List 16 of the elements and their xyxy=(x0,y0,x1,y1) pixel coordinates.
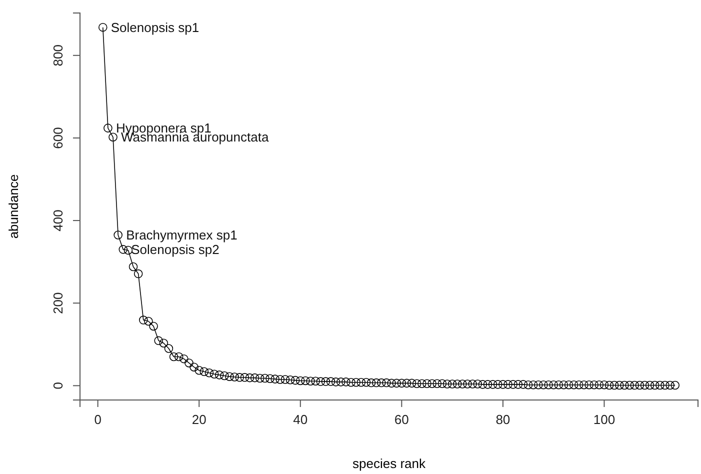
x-tick-label: 20 xyxy=(192,412,206,428)
y-tick-label: 200 xyxy=(50,292,66,314)
y-tick-label: 800 xyxy=(50,44,66,66)
x-axis-title: species rank xyxy=(352,456,426,471)
x-tick-label: 0 xyxy=(94,412,102,428)
annotation: Solenopsis sp2 xyxy=(131,242,220,257)
y-tick-label: 400 xyxy=(50,210,66,232)
annotation: Solenopsis sp1 xyxy=(110,20,200,35)
x-tick-label: 80 xyxy=(496,412,510,428)
x-tick-label: 100 xyxy=(593,412,616,428)
y-tick-label: 0 xyxy=(50,382,66,390)
annotation: Brachymyrmex sp1 xyxy=(126,228,238,243)
y-tick-label: 600 xyxy=(50,127,66,149)
x-tick-label: 60 xyxy=(394,412,409,428)
x-tick-label: 40 xyxy=(293,412,308,428)
y-axis-title: abundance xyxy=(6,174,21,239)
